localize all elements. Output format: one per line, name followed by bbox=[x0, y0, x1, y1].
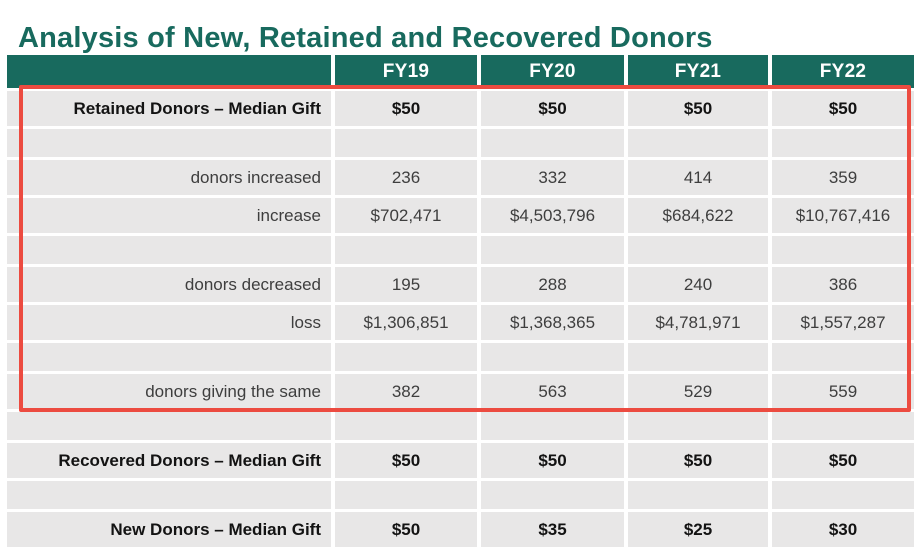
row-value: $50 bbox=[628, 443, 768, 478]
header-cell-fy21: FY21 bbox=[628, 55, 768, 88]
page-title: Analysis of New, Retained and Recovered … bbox=[18, 22, 713, 55]
row-value bbox=[335, 343, 477, 371]
row-value bbox=[772, 236, 914, 264]
row-value bbox=[335, 236, 477, 264]
table-row: donors giving the same 382 563 529 559 bbox=[7, 374, 914, 409]
row-value: $50 bbox=[335, 512, 477, 547]
row-value bbox=[481, 129, 624, 157]
row-label: loss bbox=[7, 305, 331, 340]
row-label: donors giving the same bbox=[7, 374, 331, 409]
row-value bbox=[628, 129, 768, 157]
row-value: 195 bbox=[335, 267, 477, 302]
row-label bbox=[7, 412, 331, 440]
row-value bbox=[335, 129, 477, 157]
row-label bbox=[7, 129, 331, 157]
row-value: 386 bbox=[772, 267, 914, 302]
donor-analysis-table: FY19 FY20 FY21 FY22 Retained Donors – Media… bbox=[7, 55, 914, 547]
table-header-row: FY19 FY20 FY21 FY22 bbox=[7, 55, 914, 88]
table-row: increase $702,471 $4,503,796 $684,622 $10,76… bbox=[7, 198, 914, 233]
row-value bbox=[481, 236, 624, 264]
row-label: increase bbox=[7, 198, 331, 233]
row-value: $30 bbox=[772, 512, 914, 547]
row-value bbox=[628, 343, 768, 371]
row-value: 332 bbox=[481, 160, 624, 195]
row-value: 559 bbox=[772, 374, 914, 409]
table-row-spacer bbox=[7, 412, 914, 440]
row-label: donors decreased bbox=[7, 267, 331, 302]
row-value: $1,368,365 bbox=[481, 305, 624, 340]
row-value bbox=[335, 481, 477, 509]
table-row-spacer bbox=[7, 481, 914, 509]
table-row-spacer bbox=[7, 343, 914, 371]
row-value: 240 bbox=[628, 267, 768, 302]
row-value bbox=[628, 481, 768, 509]
row-value bbox=[772, 343, 914, 371]
table-row-spacer bbox=[7, 236, 914, 264]
row-value bbox=[772, 129, 914, 157]
table-row: New Donors – Median Gift $50 $35 $25 $30 bbox=[7, 512, 914, 547]
row-label: donors increased bbox=[7, 160, 331, 195]
row-label: New Donors – Median Gift bbox=[7, 512, 331, 547]
header-cell-fy20: FY20 bbox=[481, 55, 624, 88]
row-value: $684,622 bbox=[628, 198, 768, 233]
table-row-spacer bbox=[7, 129, 914, 157]
row-value: 288 bbox=[481, 267, 624, 302]
row-value: $50 bbox=[335, 443, 477, 478]
table-row: Retained Donors – Median Gift $50 $50 $50 $5… bbox=[7, 91, 914, 126]
row-label: Recovered Donors – Median Gift bbox=[7, 443, 331, 478]
row-value: $4,781,971 bbox=[628, 305, 768, 340]
row-value: $702,471 bbox=[335, 198, 477, 233]
table-row: Recovered Donors – Median Gift $50 $50 $50 $… bbox=[7, 443, 914, 478]
table-row: donors decreased 195 288 240 386 bbox=[7, 267, 914, 302]
row-value: $1,306,851 bbox=[335, 305, 477, 340]
row-value: 382 bbox=[335, 374, 477, 409]
row-label bbox=[7, 481, 331, 509]
row-value: $50 bbox=[481, 91, 624, 126]
row-value: $25 bbox=[628, 512, 768, 547]
row-label bbox=[7, 236, 331, 264]
row-label: Retained Donors – Median Gift bbox=[7, 91, 331, 126]
header-cell-blank bbox=[7, 55, 331, 88]
row-value bbox=[628, 412, 768, 440]
row-value: $35 bbox=[481, 512, 624, 547]
row-value: $10,767,416 bbox=[772, 198, 914, 233]
row-value bbox=[481, 343, 624, 371]
row-value bbox=[772, 412, 914, 440]
table-row: donors increased 236 332 414 359 bbox=[7, 160, 914, 195]
row-value: 529 bbox=[628, 374, 768, 409]
table-row: loss $1,306,851 $1,368,365 $4,781,971 $1,557… bbox=[7, 305, 914, 340]
row-value: $50 bbox=[772, 91, 914, 126]
row-value: 236 bbox=[335, 160, 477, 195]
row-value: $4,503,796 bbox=[481, 198, 624, 233]
row-value: $50 bbox=[628, 91, 768, 126]
row-label bbox=[7, 343, 331, 371]
row-value: $50 bbox=[335, 91, 477, 126]
row-value bbox=[628, 236, 768, 264]
row-value: 359 bbox=[772, 160, 914, 195]
row-value bbox=[772, 481, 914, 509]
row-value: $50 bbox=[772, 443, 914, 478]
row-value: 414 bbox=[628, 160, 768, 195]
row-value: $1,557,287 bbox=[772, 305, 914, 340]
row-value: $50 bbox=[481, 443, 624, 478]
row-value bbox=[481, 481, 624, 509]
header-cell-fy22: FY22 bbox=[772, 55, 914, 88]
row-value bbox=[335, 412, 477, 440]
row-value bbox=[481, 412, 624, 440]
row-value: 563 bbox=[481, 374, 624, 409]
header-cell-fy19: FY19 bbox=[335, 55, 477, 88]
